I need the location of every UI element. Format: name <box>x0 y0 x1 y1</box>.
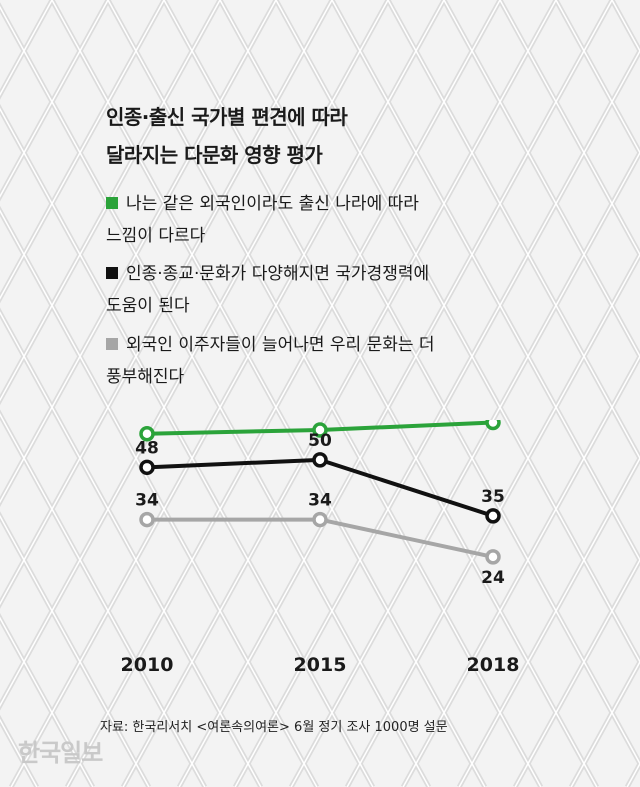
fence-wire <box>499 0 640 257</box>
legend-swatch-black <box>106 267 118 279</box>
fence-wire <box>0 412 206 787</box>
fence-wire <box>51 0 486 787</box>
data-label-1-0: 48 <box>135 438 159 458</box>
fence-wire <box>0 0 333 606</box>
fence-wire <box>514 558 640 787</box>
fence-wire <box>0 0 389 708</box>
legend-item-black: 인종·종교·문화가 다양해지면 국가경쟁력에 도움이 된다 <box>106 258 536 322</box>
data-point-2-2 <box>485 549 501 565</box>
data-point-1-2 <box>485 508 501 524</box>
legend-label-gray-1: 외국인 이주자들이 늘어나면 우리 문화는 더 <box>126 335 435 355</box>
fence-wire <box>163 0 598 787</box>
fence-wire <box>234 49 640 787</box>
newspaper-logo: 한국일보 <box>18 739 103 767</box>
data-label-2-0: 34 <box>135 491 159 511</box>
data-label-0-1: 58 <box>308 420 332 421</box>
legend-swatch-green <box>106 197 118 209</box>
fence-wire <box>0 0 109 198</box>
data-point-0-0 <box>139 425 155 442</box>
fence-wire <box>178 0 613 787</box>
fence-wire <box>387 0 640 460</box>
data-point-2-0 <box>139 511 155 528</box>
fence-wire <box>66 0 501 787</box>
line-chart: 575860485035343424201020152018 <box>121 420 520 676</box>
fence-wire <box>331 0 640 562</box>
data-label-1-2: 35 <box>481 487 505 507</box>
source-note: 자료: 한국리서치 <여론속의여론> 6월 정기 조사 1000명 설문 <box>100 720 448 735</box>
fence-wire <box>0 616 94 787</box>
fence-wire <box>0 514 150 787</box>
data-point-1-1 <box>312 452 328 468</box>
fence-wire <box>458 456 640 787</box>
fence-wire <box>0 0 221 402</box>
fence-wire <box>402 354 640 787</box>
legend-swatch-gray <box>106 338 118 350</box>
fence-wire <box>275 0 640 664</box>
title-line-2: 달라지는 다문화 영향 평가 <box>106 143 323 167</box>
legend-label-gray-2: 풍부해진다 <box>106 367 185 387</box>
title-line-1: 인종·출신 국가별 편견에 따라 <box>106 105 348 129</box>
fence-wire <box>122 0 557 787</box>
data-point-0-1 <box>312 422 328 438</box>
legend-item-gray: 외국인 이주자들이 늘어나면 우리 문화는 더 풍부해진다 <box>106 329 536 393</box>
x-tick-label-0: 2010 <box>121 654 174 676</box>
fence-wire <box>107 0 542 787</box>
data-label-2-1: 34 <box>308 491 332 511</box>
fence-wire <box>443 0 640 358</box>
fence-wire <box>0 5 430 787</box>
data-point-1-0 <box>139 459 155 476</box>
fence-wire <box>0 209 318 787</box>
fence-wire <box>0 311 262 787</box>
x-tick-label-1: 2015 <box>294 654 347 676</box>
fence-wire <box>0 107 374 787</box>
fence-wire <box>0 0 165 300</box>
fence-wire <box>290 151 640 787</box>
data-point-2-1 <box>312 511 328 528</box>
data-point-0-2 <box>485 420 501 431</box>
legend-item-green: 나는 같은 외국인이라도 출신 나라에 따라 느낌이 다르다 <box>106 188 536 252</box>
legend-label-black-2: 도움이 된다 <box>106 296 190 316</box>
fence-wire <box>10 0 445 787</box>
fence-wire <box>219 0 640 766</box>
data-label-2-2: 24 <box>481 568 505 588</box>
fence-wire <box>0 0 277 504</box>
data-label-0-0: 57 <box>135 420 159 425</box>
chart-title: 인종·출신 국가별 편견에 따라 달라지는 다문화 영향 평가 <box>106 98 348 174</box>
legend-label-black-1: 인종·종교·문화가 다양해지면 국가경쟁력에 <box>126 264 430 284</box>
legend-label-green-1: 나는 같은 외국인이라도 출신 나라에 따라 <box>126 194 419 214</box>
data-label-1-1: 50 <box>308 431 332 451</box>
legend-label-green-2: 느낌이 다르다 <box>106 226 206 246</box>
x-tick-label-2: 2018 <box>467 654 520 676</box>
fence-wire <box>555 0 640 155</box>
fence-wire <box>346 252 640 787</box>
